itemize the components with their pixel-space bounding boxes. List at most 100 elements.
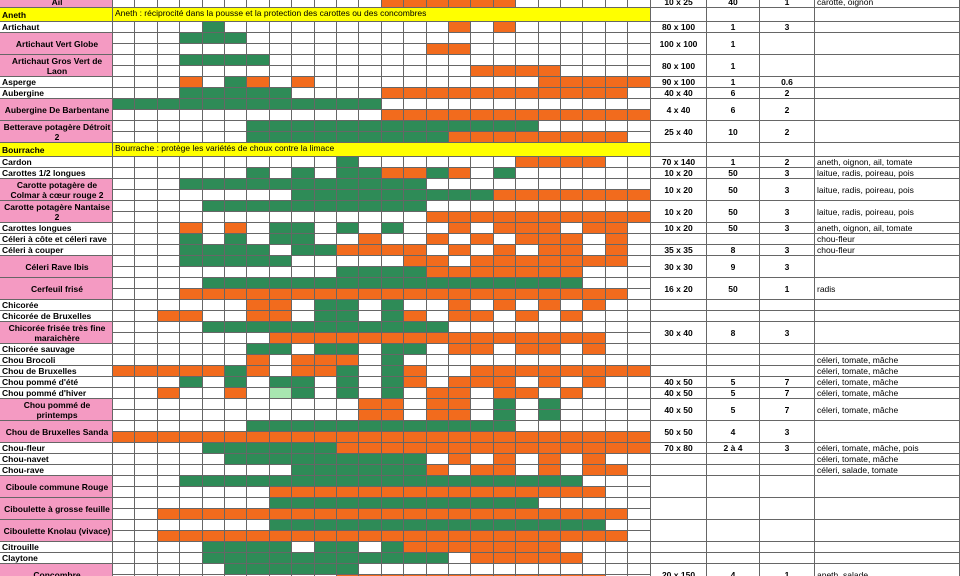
grid-cell	[337, 531, 360, 542]
grid-cell	[471, 410, 494, 421]
plants	[707, 143, 760, 157]
grid-cell	[135, 366, 158, 377]
grid-cell	[426, 333, 449, 344]
grid-cell	[449, 66, 472, 77]
companions: céleri, tomate, mâche	[815, 355, 960, 366]
grid-cell	[449, 300, 472, 311]
grid-cell	[471, 520, 494, 531]
spacing: 100 x 100	[651, 33, 707, 55]
grid-cell	[314, 110, 337, 121]
grid-cell	[314, 564, 337, 575]
grid-cell	[314, 355, 337, 366]
grid-cell	[628, 322, 651, 333]
grid-cell	[247, 245, 270, 256]
grid-cell	[605, 421, 629, 432]
grid-cell	[202, 110, 225, 121]
grid-cell	[628, 366, 651, 377]
grid-cell	[113, 333, 136, 344]
grid-cell	[583, 234, 606, 245]
grid-cell	[583, 531, 606, 542]
grid-cell	[337, 201, 360, 212]
grid-cell	[516, 168, 539, 179]
grid-cell	[157, 322, 181, 333]
grid-cell	[269, 157, 293, 168]
grid-cell	[404, 234, 427, 245]
grid-cell	[292, 179, 315, 190]
grid-cell	[225, 234, 248, 245]
grid-cell	[359, 465, 382, 476]
grid-cell	[337, 465, 360, 476]
grid-cell	[583, 245, 606, 256]
grid-cell	[538, 388, 561, 399]
grid-cell	[247, 564, 270, 575]
grid-cell	[561, 531, 584, 542]
grid-cell	[404, 256, 427, 267]
grid-cell	[561, 432, 584, 443]
grid-cell	[314, 432, 337, 443]
grid-cell	[471, 465, 494, 476]
grid-cell	[449, 322, 472, 333]
grid-cell	[269, 377, 293, 388]
grid-cell	[180, 245, 203, 256]
grid-cell	[628, 22, 651, 33]
grid-cell	[225, 322, 248, 333]
grid-cell	[359, 223, 382, 234]
grid-cell	[225, 289, 248, 300]
grid-cell	[583, 322, 606, 333]
grid-cell	[202, 388, 225, 399]
grid-cell	[561, 110, 584, 121]
grid-cell	[269, 531, 293, 542]
grid-cell	[314, 542, 337, 553]
grid-cell	[538, 432, 561, 443]
grid-cell	[269, 300, 293, 311]
grid-cell	[628, 234, 651, 245]
grid-cell	[359, 520, 382, 531]
grid-cell	[404, 322, 427, 333]
grid-cell	[404, 0, 427, 8]
grid-cell	[135, 564, 158, 575]
grid-cell	[247, 333, 270, 344]
grid-cell	[113, 443, 136, 454]
spacing	[651, 366, 707, 377]
grid-cell	[493, 22, 517, 33]
plants	[707, 300, 760, 311]
grid-cell	[292, 234, 315, 245]
grid-cell	[628, 212, 651, 223]
grid-cell	[202, 22, 225, 33]
grid-cell	[135, 245, 158, 256]
grid-cell	[225, 132, 248, 143]
grid-cell	[225, 344, 248, 355]
grid-cell	[516, 454, 539, 465]
grid-cell	[157, 443, 181, 454]
grid-cell	[628, 454, 651, 465]
grid-cell	[202, 410, 225, 421]
grid-cell	[471, 476, 494, 487]
grid-cell	[404, 388, 427, 399]
grid-cell	[404, 22, 427, 33]
grid-cell	[561, 121, 584, 132]
grid-cell	[583, 22, 606, 33]
grid-cell	[561, 454, 584, 465]
rows	[760, 476, 815, 498]
grid-cell	[202, 289, 225, 300]
rows	[760, 520, 815, 542]
grid-cell	[516, 377, 539, 388]
grid-cell	[381, 355, 405, 366]
grid-cell	[516, 366, 539, 377]
companions: céleri, tomate, mâche	[815, 388, 960, 399]
grid-cell	[113, 377, 136, 388]
grid-cell	[113, 99, 136, 110]
grid-cell	[113, 66, 136, 77]
grid-cell	[516, 88, 539, 99]
grid-cell	[180, 0, 203, 8]
grid-cell	[113, 0, 136, 8]
plants	[707, 355, 760, 366]
grid-cell	[471, 509, 494, 520]
grid-cell	[426, 223, 449, 234]
grid-cell	[359, 179, 382, 190]
grid-cell	[113, 77, 136, 88]
grid-cell	[292, 256, 315, 267]
grid-cell	[269, 212, 293, 223]
grid-cell	[426, 520, 449, 531]
companions	[815, 542, 960, 553]
